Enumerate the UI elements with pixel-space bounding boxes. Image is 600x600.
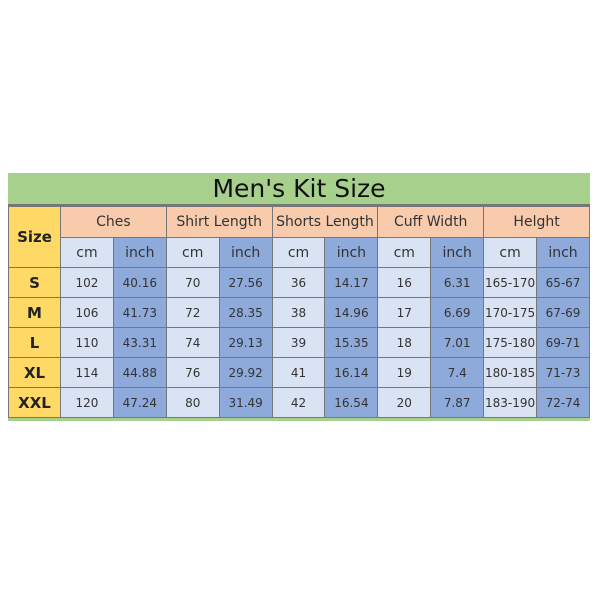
value-cell: 76 bbox=[165, 357, 220, 388]
group-header-row: Size Ches Shirt Length Shorts Length Cuff Wi… bbox=[8, 206, 590, 268]
value-cell: 7.01 bbox=[430, 327, 485, 358]
value-cell: 120 bbox=[60, 387, 114, 418]
value-cell: 41.73 bbox=[112, 297, 167, 328]
size-table: Size Ches Shirt Length Shorts Length Cuff Wi… bbox=[8, 206, 590, 418]
value-cell: 180-185 bbox=[483, 357, 538, 388]
unit-header-cm: cm bbox=[60, 237, 114, 268]
value-cell: 80 bbox=[165, 387, 220, 418]
unit-header-row: cm inch cm inch cm inch cm inch cm inch bbox=[9, 237, 590, 268]
value-cell: 42 bbox=[271, 387, 326, 418]
value-cell: 18 bbox=[377, 327, 432, 358]
value-cell: 71-73 bbox=[536, 357, 590, 388]
value-cell: 14.17 bbox=[324, 267, 379, 298]
value-cell: 14.96 bbox=[324, 297, 379, 328]
unit-header-inch: inch bbox=[430, 237, 485, 268]
value-cell: 31.49 bbox=[218, 387, 273, 418]
value-cell: 39 bbox=[271, 327, 326, 358]
value-cell: 41 bbox=[271, 357, 326, 388]
size-label: XL bbox=[8, 357, 61, 388]
group-header: Ches bbox=[60, 206, 167, 238]
value-cell: 6.69 bbox=[430, 297, 485, 328]
chart-title: Men's Kit Size bbox=[8, 173, 590, 206]
value-cell: 106 bbox=[60, 297, 114, 328]
value-cell: 43.31 bbox=[112, 327, 167, 358]
value-cell: 72 bbox=[165, 297, 220, 328]
unit-header-cm: cm bbox=[483, 237, 538, 268]
value-cell: 44.88 bbox=[112, 357, 167, 388]
value-cell: 38 bbox=[271, 297, 326, 328]
table-row: XXL 120 47.24 80 31.49 42 16.54 20 7.87 183-190 72… bbox=[8, 387, 590, 418]
value-cell: 110 bbox=[60, 327, 114, 358]
value-cell: 170-175 bbox=[483, 297, 538, 328]
group-header: Shorts Length bbox=[271, 206, 379, 238]
value-cell: 16.54 bbox=[324, 387, 379, 418]
value-cell: 183-190 bbox=[483, 387, 538, 418]
size-label: L bbox=[8, 327, 61, 358]
unit-header-cm: cm bbox=[165, 237, 220, 268]
value-cell: 28.35 bbox=[218, 297, 273, 328]
unit-header-cm: cm bbox=[377, 237, 432, 268]
value-cell: 74 bbox=[165, 327, 220, 358]
value-cell: 15.35 bbox=[324, 327, 379, 358]
value-cell: 36 bbox=[271, 267, 326, 298]
group-header: Helght bbox=[483, 206, 590, 238]
table-row: XL 114 44.88 76 29.92 41 16.14 19 7.4 180-185 71-7… bbox=[8, 357, 590, 388]
size-chart: Men's Kit Size Size Ches Shirt Length Short… bbox=[8, 173, 590, 421]
value-cell: 16 bbox=[377, 267, 432, 298]
value-cell: 19 bbox=[377, 357, 432, 388]
group-header: Shirt Length bbox=[165, 206, 273, 238]
value-cell: 165-170 bbox=[483, 267, 538, 298]
value-cell: 69-71 bbox=[536, 327, 590, 358]
value-cell: 17 bbox=[377, 297, 432, 328]
value-cell: 7.87 bbox=[430, 387, 485, 418]
value-cell: 6.31 bbox=[430, 267, 485, 298]
value-cell: 70 bbox=[165, 267, 220, 298]
unit-header-inch: inch bbox=[112, 237, 167, 268]
value-cell: 20 bbox=[377, 387, 432, 418]
size-label: XXL bbox=[8, 387, 61, 418]
table-row: M 106 41.73 72 28.35 38 14.96 17 6.69 170-175 67-6… bbox=[8, 297, 590, 328]
value-cell: 7.4 bbox=[430, 357, 485, 388]
size-label: M bbox=[8, 297, 61, 328]
table-row: S 102 40.16 70 27.56 36 14.17 16 6.31 165-170 65-6… bbox=[8, 267, 590, 298]
value-cell: 29.13 bbox=[218, 327, 273, 358]
value-cell: 16.14 bbox=[324, 357, 379, 388]
value-cell: 102 bbox=[60, 267, 114, 298]
value-cell: 47.24 bbox=[112, 387, 167, 418]
value-cell: 40.16 bbox=[112, 267, 167, 298]
value-cell: 114 bbox=[60, 357, 114, 388]
value-cell: 72-74 bbox=[536, 387, 590, 418]
group-header: Cuff Width bbox=[377, 206, 485, 238]
value-cell: 27.56 bbox=[218, 267, 273, 298]
value-cell: 67-69 bbox=[536, 297, 590, 328]
value-cell: 29.92 bbox=[218, 357, 273, 388]
unit-header-inch: inch bbox=[536, 237, 590, 268]
unit-header-inch: inch bbox=[324, 237, 379, 268]
value-cell: 65-67 bbox=[536, 267, 590, 298]
unit-header-cm: cm bbox=[271, 237, 326, 268]
size-label: S bbox=[8, 267, 61, 298]
table-row: L 110 43.31 74 29.13 39 15.35 18 7.01 175-180 69-7… bbox=[8, 327, 590, 358]
size-header: Size bbox=[8, 206, 61, 268]
value-cell: 175-180 bbox=[483, 327, 538, 358]
unit-header-inch: inch bbox=[218, 237, 273, 268]
